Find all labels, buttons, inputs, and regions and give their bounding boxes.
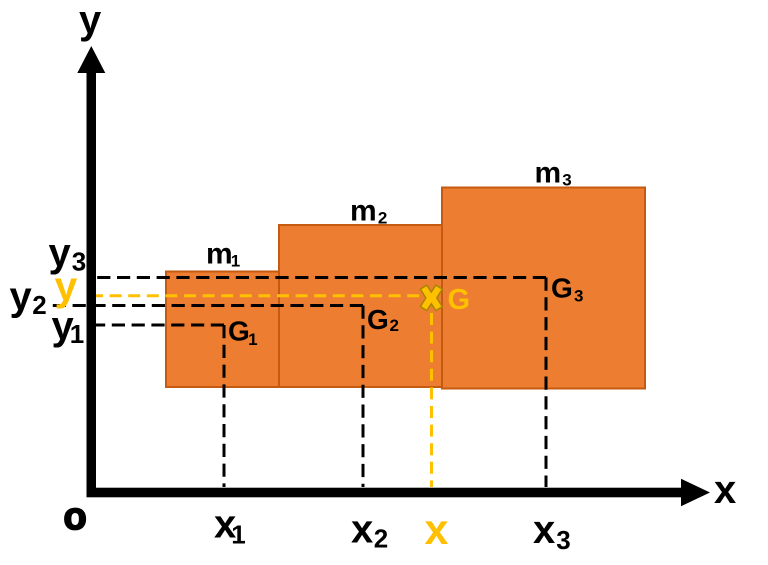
svg-text:x: x (425, 506, 449, 554)
svg-text:y: y (79, 0, 102, 42)
svg-text:y: y (55, 263, 78, 309)
svg-text:o: o (64, 496, 87, 538)
svg-text:x: x (714, 468, 736, 512)
svg-text:G: G (448, 284, 471, 316)
svg-text:m2: m2 (350, 195, 387, 228)
